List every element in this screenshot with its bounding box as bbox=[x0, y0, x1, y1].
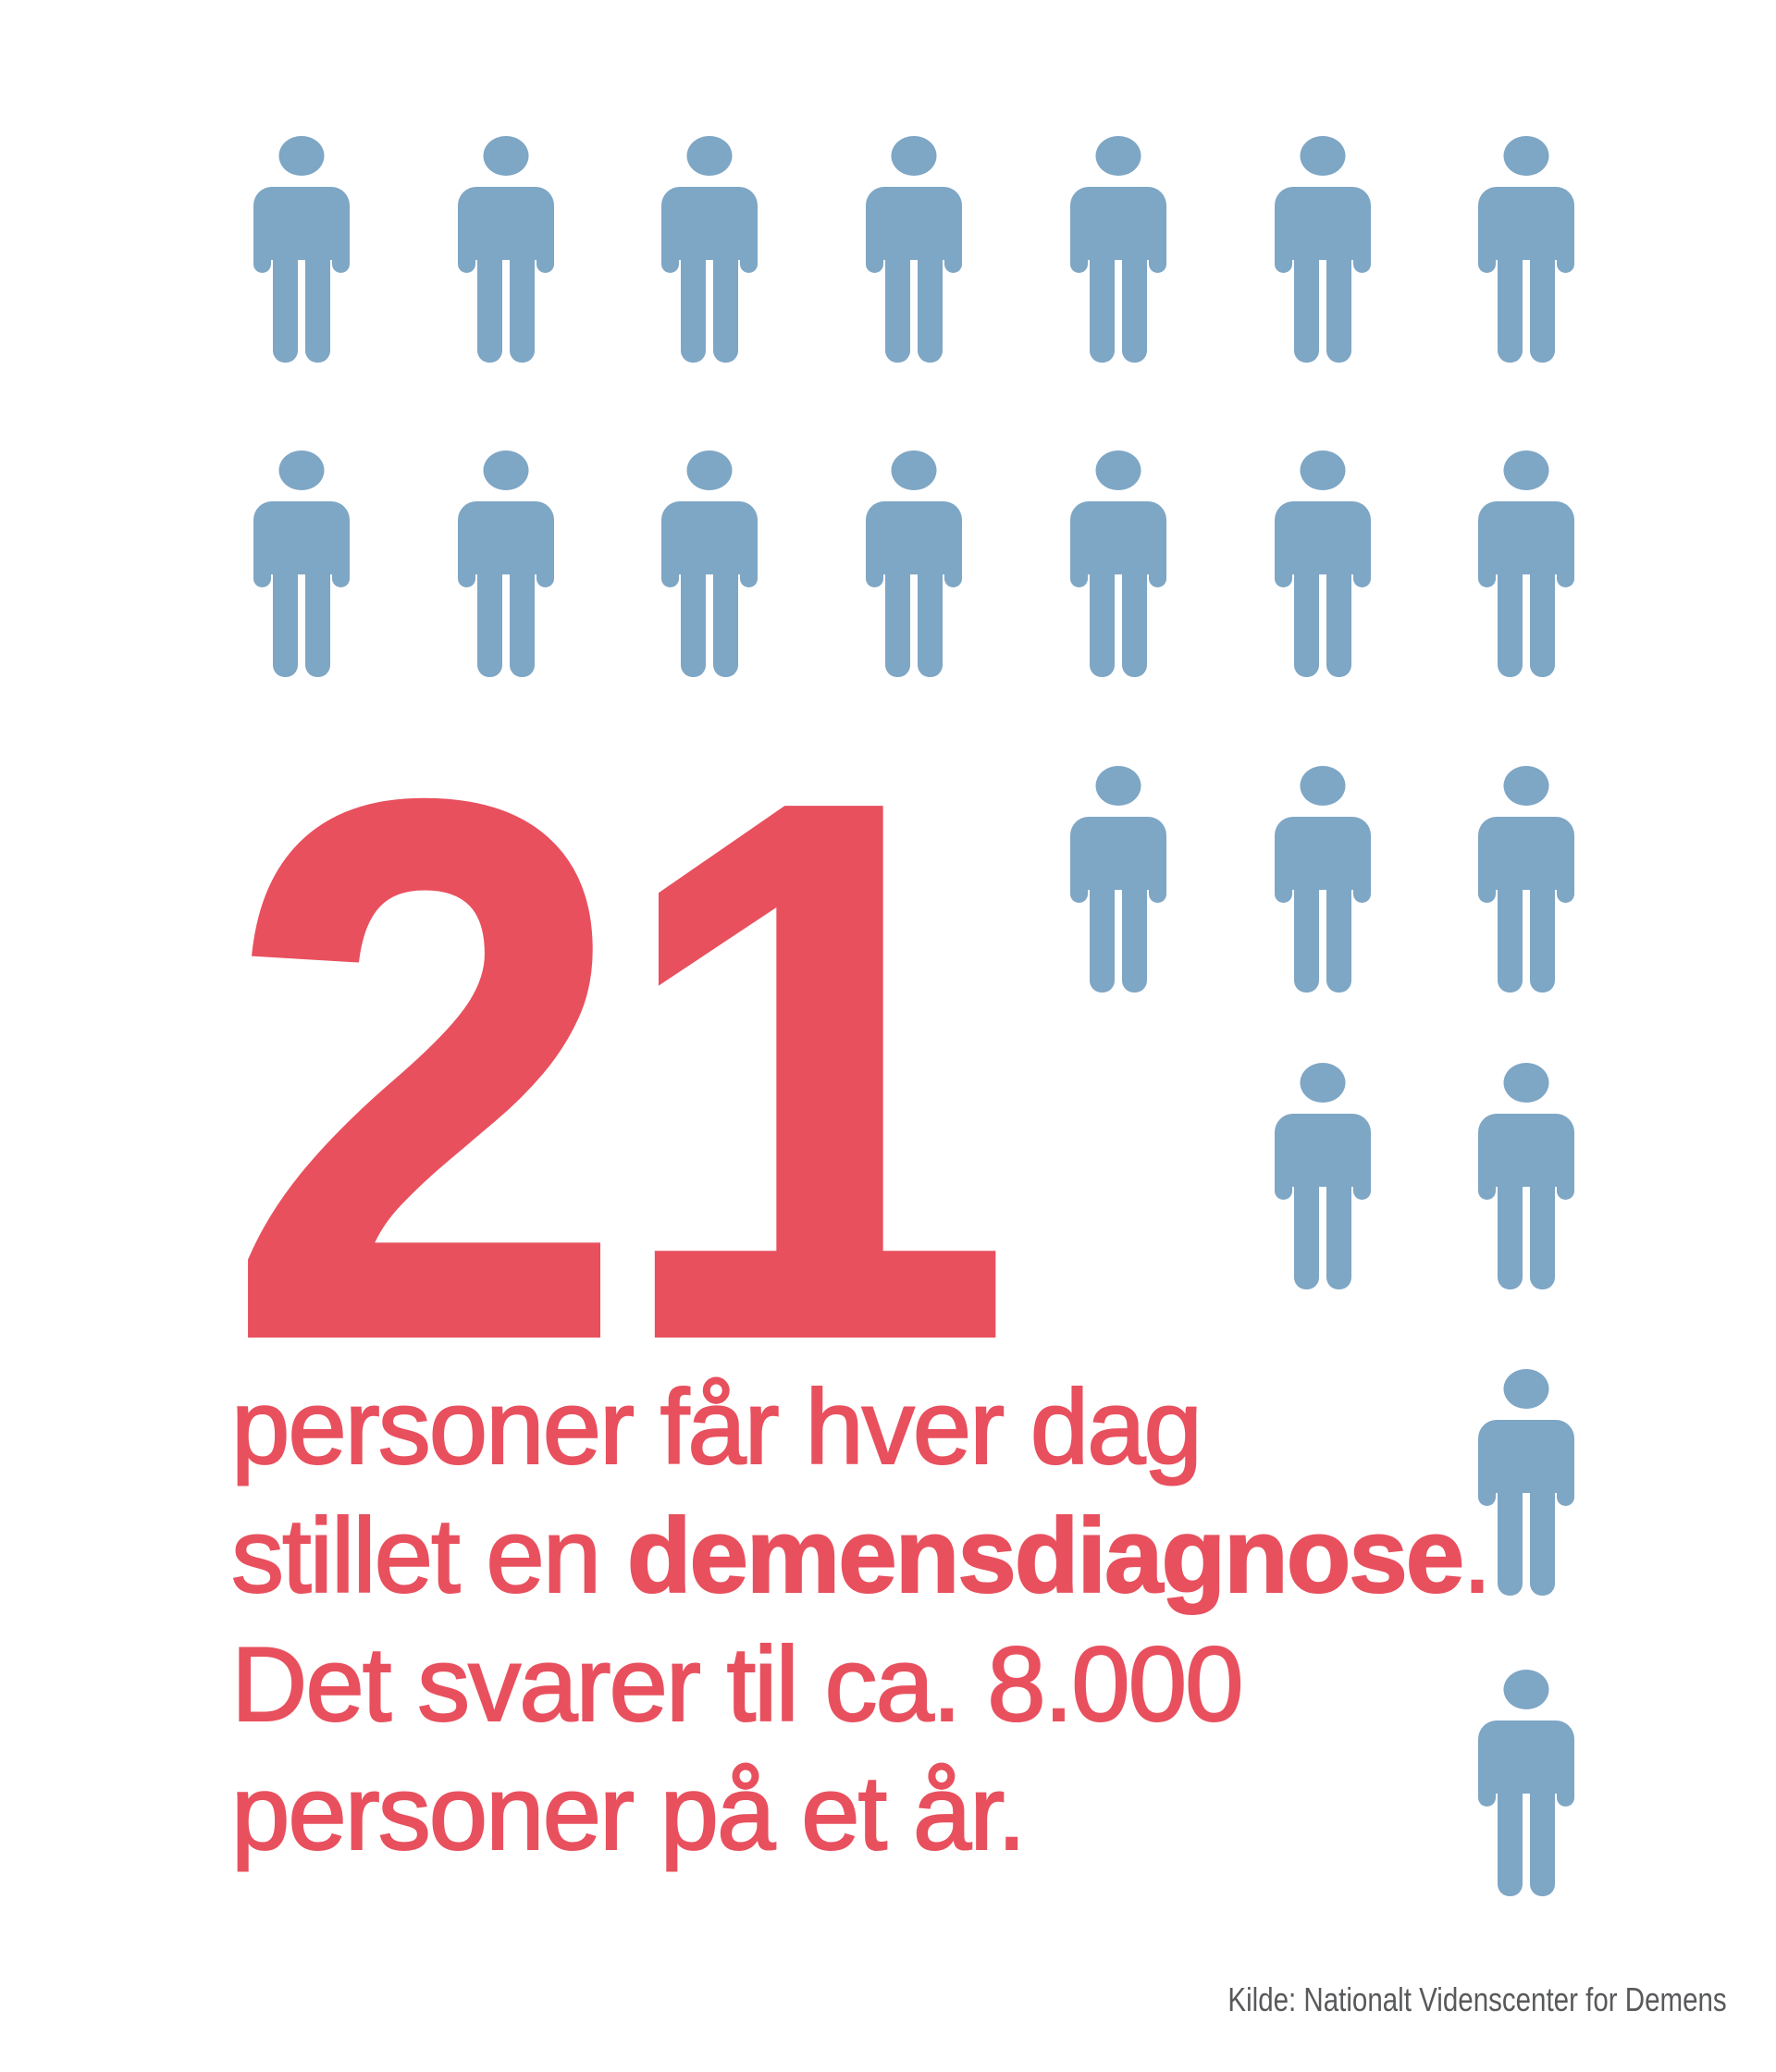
description-line-4: personer på et år. bbox=[230, 1754, 1028, 1873]
person-head bbox=[1300, 450, 1345, 490]
person-head bbox=[891, 136, 937, 176]
person-head bbox=[686, 450, 733, 490]
person-icon bbox=[661, 450, 758, 677]
person-head bbox=[1503, 136, 1549, 176]
person-icon bbox=[866, 450, 963, 677]
person-icon bbox=[1478, 1063, 1575, 1289]
person-head bbox=[278, 136, 325, 176]
person-head bbox=[1095, 766, 1141, 806]
person-head bbox=[1503, 766, 1549, 806]
person-head bbox=[891, 450, 937, 490]
person-head bbox=[1300, 766, 1345, 806]
person-icon bbox=[253, 136, 350, 363]
person-icon bbox=[1274, 1063, 1371, 1289]
person-icon bbox=[1274, 450, 1371, 677]
person-head bbox=[1503, 1063, 1549, 1103]
person-head bbox=[686, 136, 733, 176]
person-icon bbox=[1478, 450, 1575, 677]
person-head bbox=[483, 136, 529, 176]
big-number: 21 bbox=[223, 646, 1016, 1494]
description-line-3: Det svarer til ca. 8.000 bbox=[230, 1625, 1245, 1745]
person-icon bbox=[866, 136, 963, 363]
person-icon bbox=[1478, 1369, 1575, 1596]
person-icon bbox=[1478, 766, 1575, 993]
person-icon bbox=[1274, 136, 1371, 363]
person-icon bbox=[253, 450, 350, 677]
person-head bbox=[1300, 1063, 1345, 1103]
person-head bbox=[1503, 450, 1549, 490]
person-icon bbox=[457, 136, 554, 363]
person-head bbox=[1503, 1369, 1549, 1409]
person-head bbox=[1095, 136, 1141, 176]
person-icon bbox=[661, 136, 758, 363]
description-line-2-post: . bbox=[1462, 1497, 1493, 1616]
person-head bbox=[483, 450, 529, 490]
person-head bbox=[1503, 1670, 1549, 1709]
description-text: personer får hver dag stillet en demensd… bbox=[230, 1363, 1493, 1878]
person-icon bbox=[1069, 136, 1166, 363]
person-head bbox=[1300, 136, 1345, 176]
person-icon bbox=[1069, 766, 1166, 993]
source-credit: Kilde: Nationalt Videnscenter for Demens bbox=[1227, 1980, 1727, 2018]
description-line-2-pre: stillet en bbox=[230, 1497, 627, 1616]
person-icon bbox=[457, 450, 554, 677]
description-line-1: personer får hver dag bbox=[230, 1368, 1203, 1487]
description-line-2-bold: demensdiagnose bbox=[626, 1497, 1465, 1616]
person-icon bbox=[1478, 1670, 1575, 1896]
person-icon bbox=[1069, 450, 1166, 677]
person-icon bbox=[1478, 136, 1575, 363]
person-head bbox=[278, 450, 325, 490]
description-line-2: stillet en demensdiagnose. bbox=[230, 1492, 1493, 1621]
person-head bbox=[1095, 450, 1141, 490]
person-icon bbox=[1274, 766, 1371, 993]
